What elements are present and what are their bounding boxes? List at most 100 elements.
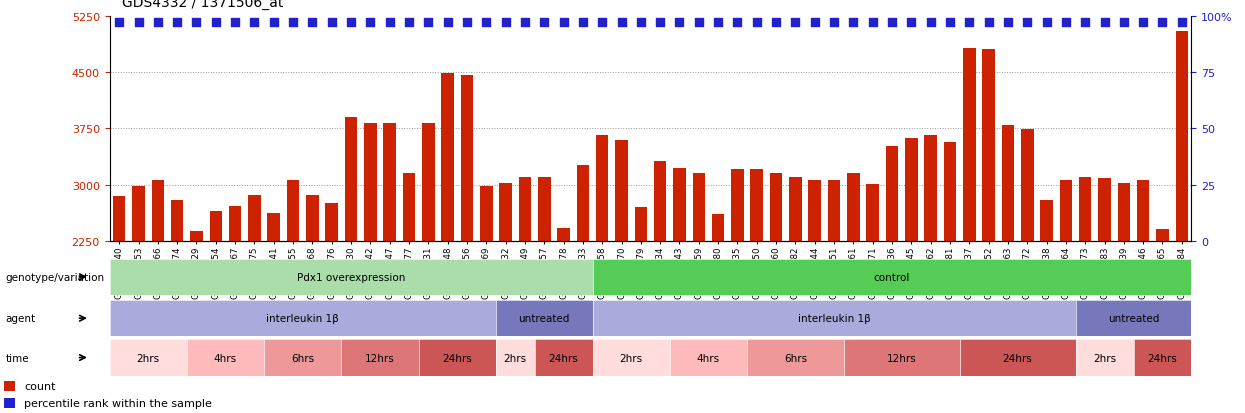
Bar (751, 170, 763, 411)
Bar (1041, 200, 1053, 411)
Text: 4hrs: 4hrs (697, 353, 720, 363)
Bar (1137, 181, 1149, 411)
Text: agent: agent (5, 313, 36, 323)
Text: count: count (24, 381, 56, 391)
Point (804, 20, 824, 26)
Bar (268, 213, 280, 411)
Text: untreated: untreated (1108, 313, 1159, 323)
Point (960, 20, 980, 26)
Text: 12hrs: 12hrs (365, 353, 395, 363)
Point (128, 20, 148, 26)
Bar (692, 173, 705, 411)
Text: percentile rank within the sample: percentile rank within the sample (24, 398, 212, 408)
Point (187, 20, 207, 26)
Point (708, 20, 728, 26)
Bar (481, 187, 493, 411)
Point (727, 20, 747, 26)
Bar (345, 118, 357, 411)
Point (283, 20, 303, 26)
Point (1114, 20, 1134, 26)
Bar (113, 197, 126, 411)
Bar (1157, 230, 1169, 411)
Bar (1098, 178, 1111, 411)
Point (573, 20, 593, 26)
Bar (1059, 181, 1072, 411)
Bar (171, 200, 183, 411)
Bar (847, 173, 859, 411)
Point (264, 20, 284, 26)
Bar (712, 215, 725, 411)
Bar (731, 170, 743, 411)
Point (244, 20, 264, 26)
Bar (654, 161, 666, 411)
Point (786, 20, 806, 26)
Text: 2hrs: 2hrs (1093, 353, 1116, 363)
Text: 6hrs: 6hrs (784, 353, 807, 363)
Bar (209, 211, 222, 411)
Point (921, 20, 941, 26)
Point (205, 20, 225, 26)
Point (341, 20, 361, 26)
Bar (1002, 125, 1015, 411)
Text: 24hrs: 24hrs (442, 353, 472, 363)
Bar (924, 136, 937, 411)
Bar (402, 173, 416, 411)
Text: 2hrs: 2hrs (620, 353, 642, 363)
Bar (828, 181, 840, 411)
Text: control: control (874, 272, 910, 282)
Point (110, 20, 129, 26)
Bar (1175, 31, 1188, 411)
Bar (808, 181, 820, 411)
Bar (1118, 183, 1130, 411)
Point (1094, 20, 1114, 26)
Bar (1021, 130, 1033, 411)
Text: 6hrs: 6hrs (291, 353, 314, 363)
Point (321, 20, 341, 26)
Bar (905, 139, 918, 411)
Point (477, 20, 497, 26)
Point (1056, 20, 1076, 26)
Point (1133, 20, 1153, 26)
Bar (885, 146, 899, 411)
Text: 24hrs: 24hrs (549, 353, 579, 363)
Point (863, 20, 883, 26)
Bar (229, 206, 242, 411)
Point (418, 20, 438, 26)
Point (1153, 20, 1173, 26)
Bar (152, 181, 164, 411)
Bar (286, 181, 299, 411)
Text: Pdx1 overexpression: Pdx1 overexpression (296, 272, 405, 282)
Point (843, 20, 863, 26)
Point (593, 20, 613, 26)
Text: 4hrs: 4hrs (214, 353, 237, 363)
Bar (519, 177, 532, 411)
Bar (674, 169, 686, 411)
Point (534, 20, 554, 26)
Bar (576, 166, 589, 411)
Point (148, 20, 168, 26)
Bar (461, 76, 473, 411)
Bar (383, 124, 396, 411)
Text: interleukin 1β: interleukin 1β (798, 313, 870, 323)
Text: 24hrs: 24hrs (1002, 353, 1032, 363)
Point (380, 20, 400, 26)
Point (554, 20, 574, 26)
Point (438, 20, 458, 26)
Point (400, 20, 420, 26)
Point (979, 20, 998, 26)
Bar (1079, 177, 1092, 411)
Bar (5, 381, 15, 391)
Text: 2hrs: 2hrs (504, 353, 527, 363)
Point (1017, 20, 1037, 26)
Point (747, 20, 767, 26)
Bar (615, 141, 627, 411)
Point (515, 20, 535, 26)
Bar (635, 207, 647, 411)
Bar (558, 229, 570, 411)
Point (1172, 20, 1191, 26)
Bar (190, 232, 203, 411)
Point (998, 20, 1018, 26)
Point (940, 20, 960, 26)
Bar (789, 177, 802, 411)
Bar (5, 398, 15, 408)
